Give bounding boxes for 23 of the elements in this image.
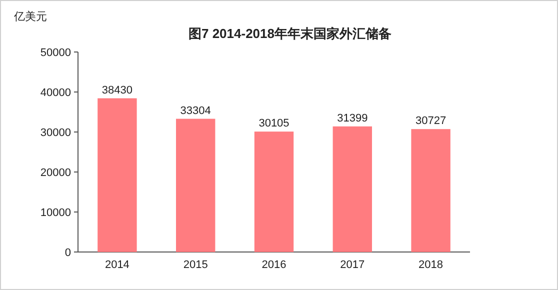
y-tick-label: 0	[64, 247, 71, 259]
x-tick-label: 2018	[418, 259, 444, 271]
x-tick-label: 2015	[183, 259, 208, 271]
data-label: 30727	[416, 115, 446, 128]
data-label: 33304	[180, 104, 211, 117]
x-tick-label: 2017	[340, 259, 365, 271]
data-label: 31399	[337, 112, 368, 124]
data-label: 30105	[258, 118, 290, 130]
y-tick-label: 10000	[40, 207, 71, 219]
y-tick-label: 30000	[40, 127, 71, 139]
y-axis-title: 亿美元	[13, 10, 47, 23]
bar	[98, 98, 137, 252]
bar	[411, 129, 450, 252]
bar	[254, 132, 294, 252]
bar	[332, 126, 372, 252]
x-tick-label: 2014	[104, 259, 130, 271]
y-tick-label: 20000	[40, 167, 71, 179]
y-tick-label: 50000	[40, 47, 71, 59]
x-tick-label: 2016	[262, 259, 286, 271]
y-tick-label: 40000	[40, 87, 71, 99]
bar	[176, 118, 216, 252]
data-label: 38430	[102, 84, 132, 96]
chart-title: 图7 2014-2018年年末国家外汇储备	[188, 26, 392, 41]
